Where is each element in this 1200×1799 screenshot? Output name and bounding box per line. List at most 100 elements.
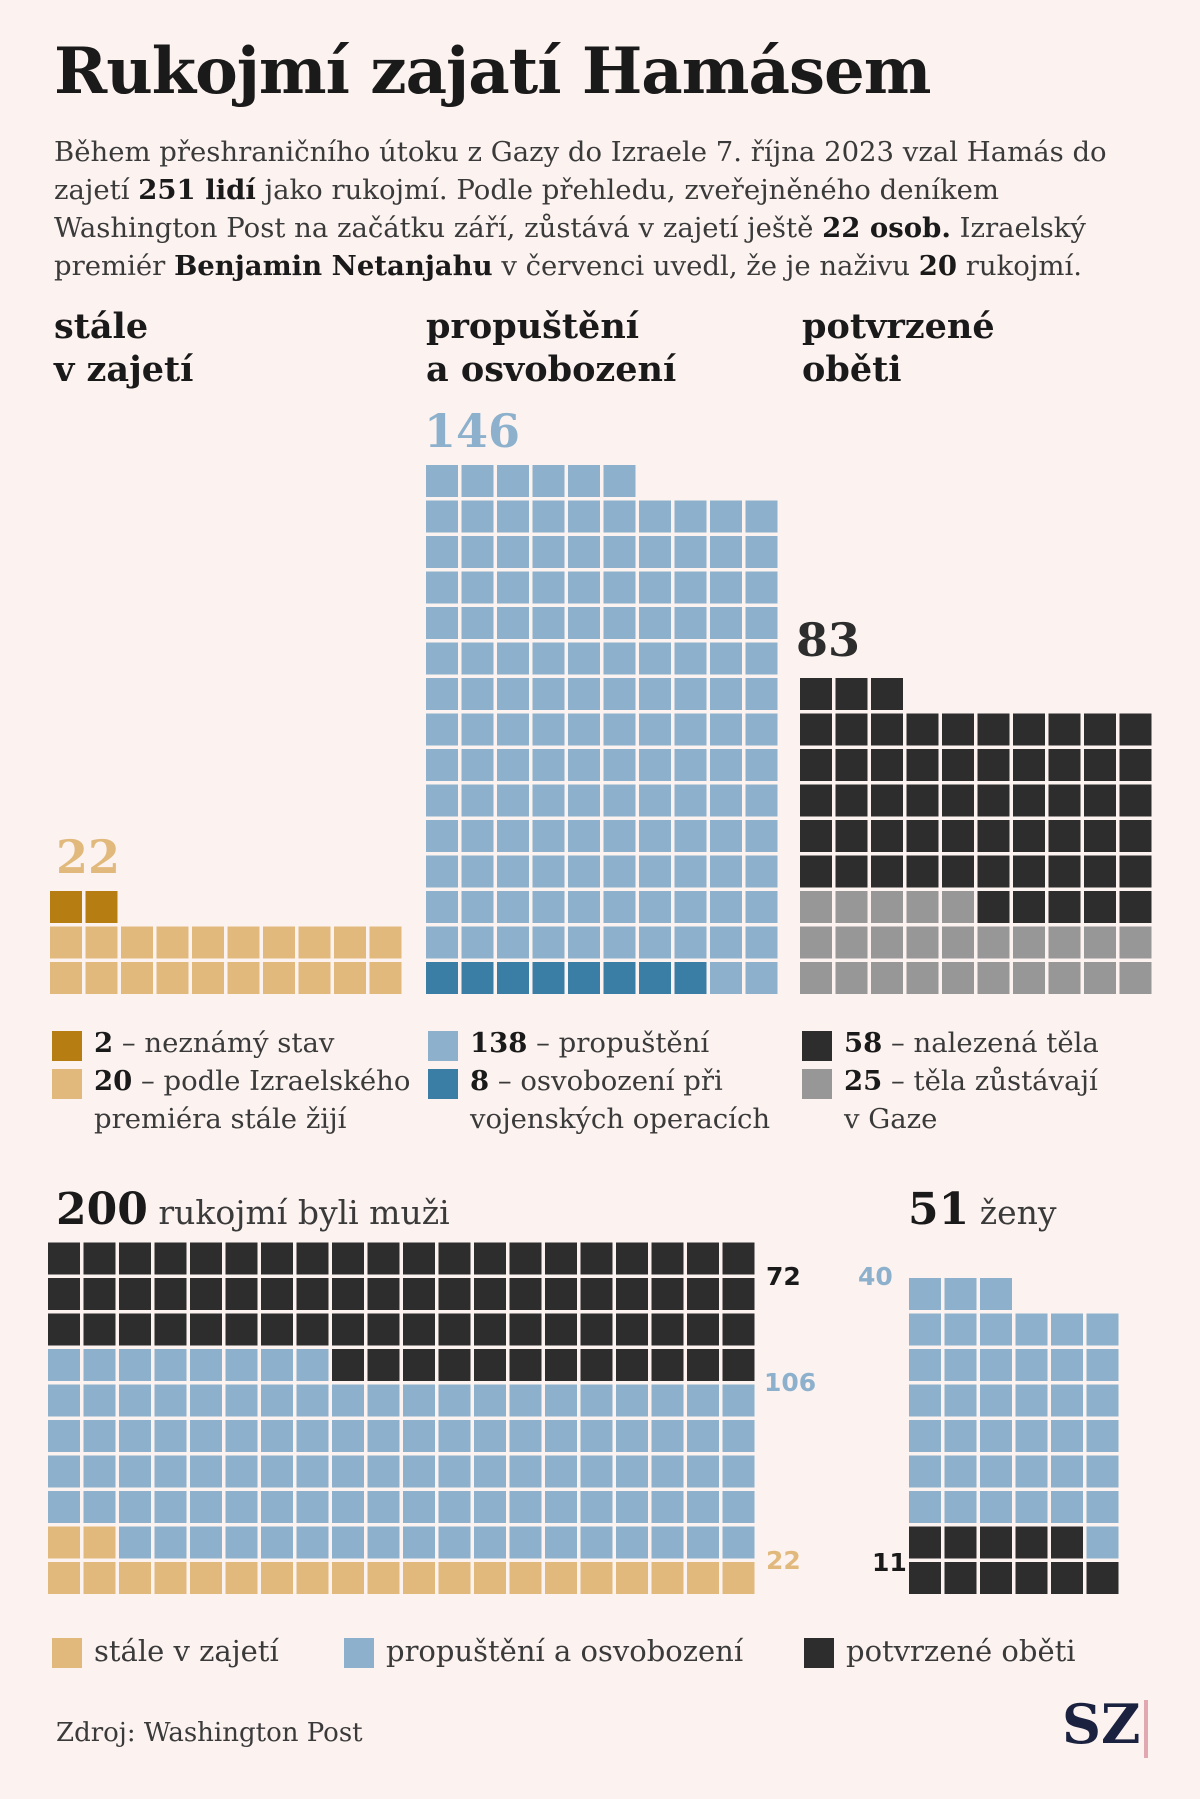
men-cell-seg0 [367, 1349, 400, 1381]
men-cell-seg0 [119, 1278, 151, 1310]
released-cell-seg0 [461, 855, 494, 888]
legend-captive: 2 – neznámý stav 20 – podle Izraelského … [52, 1024, 432, 1138]
men-cell-seg1 [83, 1349, 116, 1381]
men-cell-seg0 [261, 1313, 293, 1346]
captive-cell-seg1 [369, 962, 402, 994]
men-cell-seg0 [190, 1242, 222, 1275]
men-cell-seg1 [651, 1491, 684, 1523]
deaths-cell-seg1 [800, 962, 832, 994]
released-cell-seg0 [603, 571, 636, 604]
deaths-cell-seg1 [800, 891, 832, 923]
women-count: 51 [908, 1184, 970, 1235]
men-cell-seg1 [261, 1526, 293, 1559]
deaths-cell-seg1 [871, 891, 903, 923]
deaths-cell-seg0 [1048, 891, 1081, 923]
released-cell-seg1 [497, 962, 529, 994]
deaths-cell-seg1 [1013, 926, 1045, 959]
men-cell-seg0 [332, 1349, 364, 1381]
released-cell-seg0 [745, 855, 778, 888]
men-cell-seg1 [367, 1384, 400, 1417]
men-cell-seg1 [474, 1455, 506, 1488]
heading-captive: stále v zajetí [54, 305, 193, 391]
deaths-cell-seg0 [977, 820, 1010, 852]
released-cell-seg0 [710, 713, 742, 746]
released-cell-seg0 [497, 607, 529, 639]
men-cell-seg1 [509, 1384, 542, 1417]
men-cell-seg0 [545, 1313, 577, 1346]
men-cell-seg1 [580, 1455, 613, 1488]
legend-label: stále v zajetí [94, 1634, 279, 1668]
men-cell-seg0 [48, 1278, 80, 1310]
men-cell-seg1 [687, 1455, 719, 1488]
released-cell-seg1 [461, 962, 494, 994]
released-cell-seg0 [639, 891, 671, 923]
captive-cell-seg1 [156, 926, 189, 959]
men-cell-seg1 [722, 1455, 755, 1488]
men-cell-seg1 [438, 1384, 471, 1417]
released-cell-seg1 [639, 962, 671, 994]
released-cell-seg0 [461, 607, 494, 639]
released-cell-seg0 [461, 465, 494, 497]
men-cell-seg0 [190, 1313, 222, 1346]
men-cell-seg1 [545, 1526, 577, 1559]
men-cell-seg1 [651, 1455, 684, 1488]
men-cell-seg1 [509, 1455, 542, 1488]
deaths-cell-seg0 [942, 713, 974, 746]
deaths-cell-seg0 [800, 784, 832, 817]
deaths-cell-seg0 [1084, 784, 1116, 817]
deaths-cell-seg1 [800, 926, 832, 959]
released-cell-seg0 [603, 500, 636, 533]
released-cell-seg0 [745, 536, 778, 568]
captive-cell-seg1 [50, 926, 82, 959]
women-cell-seg0 [944, 1491, 977, 1523]
women-cell-seg0 [909, 1278, 941, 1310]
men-cell-seg1 [474, 1420, 506, 1452]
sz-logo: SZ [1062, 1692, 1141, 1756]
deaths-cell-seg0 [1119, 855, 1152, 888]
women-cell-seg0 [1015, 1455, 1048, 1488]
deaths-cell-seg0 [1013, 749, 1045, 781]
deaths-cell-seg0 [1048, 820, 1081, 852]
deaths-cell-seg0 [1048, 855, 1081, 888]
men-cell-seg1 [474, 1384, 506, 1417]
men-cell-seg1 [438, 1455, 471, 1488]
men-cell-seg1 [332, 1491, 364, 1523]
men-cell-seg1 [580, 1526, 613, 1559]
released-cell-seg0 [745, 926, 778, 959]
released-cell-seg0 [461, 749, 494, 781]
released-cell-seg0 [710, 500, 742, 533]
women-cell-seg0 [1051, 1313, 1083, 1346]
men-cell-seg1 [580, 1491, 613, 1523]
men-cell-seg1 [190, 1455, 222, 1488]
legend-num: 20 [94, 1065, 133, 1097]
men-cell-seg1 [403, 1420, 435, 1452]
men-cell-seg0 [332, 1242, 364, 1275]
released-cell-seg0 [568, 855, 600, 888]
released-cell-seg0 [532, 926, 565, 959]
released-cell-seg0 [497, 465, 529, 497]
men-cell-seg2 [225, 1562, 258, 1594]
men-cell-seg1 [296, 1491, 329, 1523]
captive-cell-seg1 [227, 926, 260, 959]
intro-bold-1: 251 lidí [138, 174, 256, 206]
men-cell-seg1 [474, 1526, 506, 1559]
released-cell-seg0 [426, 891, 458, 923]
men-cell-seg1 [403, 1384, 435, 1417]
men-cell-seg1 [119, 1491, 151, 1523]
deaths-cell-seg1 [835, 891, 868, 923]
women-cell-seg0 [909, 1349, 941, 1381]
men-cell-seg0 [580, 1349, 613, 1381]
men-cell-seg0 [403, 1349, 435, 1381]
men-cell-seg0 [225, 1313, 258, 1346]
men-cell-seg1 [687, 1526, 719, 1559]
deaths-cell-seg0 [1048, 784, 1081, 817]
men-cell-seg1 [687, 1491, 719, 1523]
intro-bold-2: 22 osob. [822, 212, 951, 244]
deaths-cell-seg0 [1119, 784, 1152, 817]
legend-swatch [344, 1638, 374, 1668]
men-cell-seg0 [261, 1278, 293, 1310]
deaths-cell-seg1 [942, 891, 974, 923]
women-cell-seg1 [1051, 1526, 1083, 1559]
released-cell-seg0 [532, 855, 565, 888]
